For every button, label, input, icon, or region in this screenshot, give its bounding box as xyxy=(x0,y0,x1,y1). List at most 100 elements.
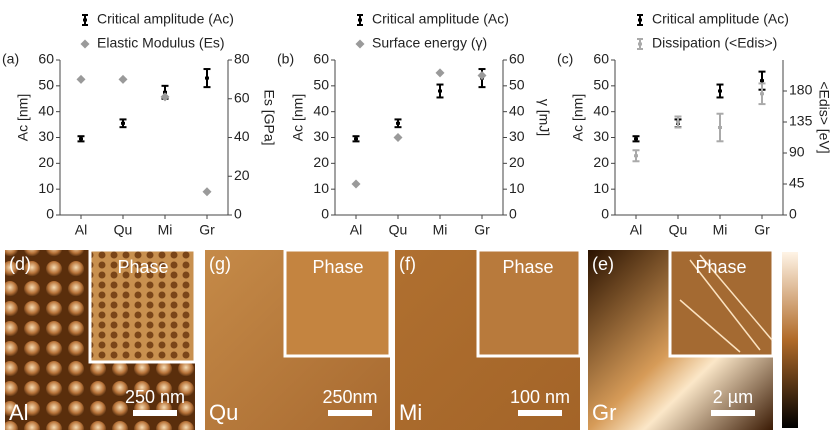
error-bar xyxy=(716,112,724,143)
phase-inset xyxy=(283,248,392,358)
error-bar xyxy=(758,82,766,106)
y2-tick-label: 0 xyxy=(789,206,797,222)
sample-label: Mi xyxy=(399,400,422,425)
diamond-marker xyxy=(80,39,90,49)
error-bar-center xyxy=(760,79,764,83)
diamond-marker xyxy=(435,68,445,78)
error-bar-center xyxy=(638,42,642,46)
x-tick-label: Mi xyxy=(713,222,728,238)
x-tick-label: Al xyxy=(75,222,87,238)
y-tick-label: 40 xyxy=(38,102,54,118)
y2-tick-label: 90 xyxy=(789,144,805,160)
panel-label: (g) xyxy=(209,254,231,274)
y2-axis-label: γ [mJ] xyxy=(536,99,552,136)
inset-label: Phase xyxy=(502,257,553,277)
x-tick-label: Gr xyxy=(199,222,215,238)
sample-label: Al xyxy=(9,400,29,425)
error-bar xyxy=(357,14,363,26)
step-edges xyxy=(679,254,773,353)
y-tick-label: 60 xyxy=(313,51,329,67)
legend-label: Critical amplitude (Ac) xyxy=(652,11,789,27)
error-bar-center xyxy=(121,121,125,125)
error-bar xyxy=(203,68,211,89)
y-tick-label: 20 xyxy=(313,154,329,170)
diamond-marker xyxy=(355,39,365,49)
legend-label: Elastic Modulus (Es) xyxy=(97,35,225,51)
error-bar-center xyxy=(676,120,680,124)
y-tick-label: 40 xyxy=(593,102,609,118)
error-bar xyxy=(77,135,85,143)
y-axis-label: Ac [nm] xyxy=(15,94,31,141)
y2-tick-label: 60 xyxy=(509,51,525,67)
legend-label: Critical amplitude (Ac) xyxy=(372,11,509,27)
y-tick-label: 10 xyxy=(593,180,609,196)
error-bar-center xyxy=(638,18,642,22)
y-tick-label: 60 xyxy=(593,51,609,67)
y2-tick-label: 40 xyxy=(234,128,250,144)
sample-label: Qu xyxy=(209,400,238,425)
phase-inset xyxy=(476,248,582,358)
error-bar xyxy=(637,38,643,50)
scale-label: 100 nm xyxy=(510,387,570,407)
y2-axis-label: <Edis> [eV] xyxy=(816,81,832,153)
diamond-marker xyxy=(393,133,403,142)
y-tick-label: 20 xyxy=(593,154,609,170)
error-bar-center xyxy=(718,89,722,93)
y-tick-label: 50 xyxy=(38,77,54,93)
diamond-marker xyxy=(351,179,361,189)
error-bar-center xyxy=(760,92,764,96)
error-bar-center xyxy=(205,76,209,80)
phase-inset xyxy=(668,248,775,358)
scale-bar xyxy=(711,410,755,416)
diamond-marker xyxy=(477,71,487,80)
diamond-marker xyxy=(118,74,128,84)
error-bar-center xyxy=(634,137,638,141)
error-bar xyxy=(352,135,360,143)
y-tick-label: 30 xyxy=(593,128,609,144)
y2-tick-label: 135 xyxy=(789,113,813,129)
scale-label: 2 µm xyxy=(713,387,753,407)
error-bar xyxy=(637,14,643,26)
error-bar-center xyxy=(163,90,167,94)
y2-tick-label: 20 xyxy=(234,167,250,183)
scale-bar xyxy=(328,410,372,416)
y-tick-label: 0 xyxy=(46,206,54,222)
panel-label: (d) xyxy=(9,254,31,274)
scale-label: 250 nm xyxy=(125,387,185,407)
y2-tick-label: 20 xyxy=(509,154,525,170)
error-bar-center xyxy=(396,121,400,125)
y2-tick-label: 0 xyxy=(509,206,517,222)
y-tick-label: 50 xyxy=(313,77,329,93)
x-tick-label: Gr xyxy=(474,222,490,238)
sample-label: Gr xyxy=(592,400,616,425)
y2-axis-label: Es [GPa] xyxy=(261,89,277,145)
error-bar-center xyxy=(79,137,83,141)
panel-label: (a) xyxy=(2,51,19,67)
y-tick-label: 40 xyxy=(313,102,329,118)
error-bar xyxy=(674,115,682,129)
y-tick-label: 10 xyxy=(313,180,329,196)
y-tick-label: 50 xyxy=(593,77,609,93)
phase-inset xyxy=(88,248,197,364)
inset-label: Phase xyxy=(312,257,363,277)
x-tick-label: Qu xyxy=(669,222,688,238)
y-axis-label: Ac [nm] xyxy=(290,94,306,141)
error-bar xyxy=(82,14,88,26)
x-tick-label: Mi xyxy=(158,222,173,238)
y-tick-label: 60 xyxy=(38,51,54,67)
panel-label: (c) xyxy=(557,51,573,67)
scale-label: 250nm xyxy=(322,387,377,407)
scale-bar xyxy=(133,410,177,416)
x-tick-label: Al xyxy=(630,222,642,238)
diamond-marker xyxy=(202,187,212,197)
y2-tick-label: 45 xyxy=(789,175,805,191)
x-tick-label: Qu xyxy=(114,222,133,238)
error-bar xyxy=(436,83,444,99)
inset-label: Phase xyxy=(695,257,746,277)
y-tick-label: 10 xyxy=(38,180,54,196)
diamond-marker xyxy=(160,92,170,102)
y2-tick-label: 40 xyxy=(509,102,525,118)
error-bar-center xyxy=(634,154,638,158)
diamond-marker xyxy=(76,74,86,84)
